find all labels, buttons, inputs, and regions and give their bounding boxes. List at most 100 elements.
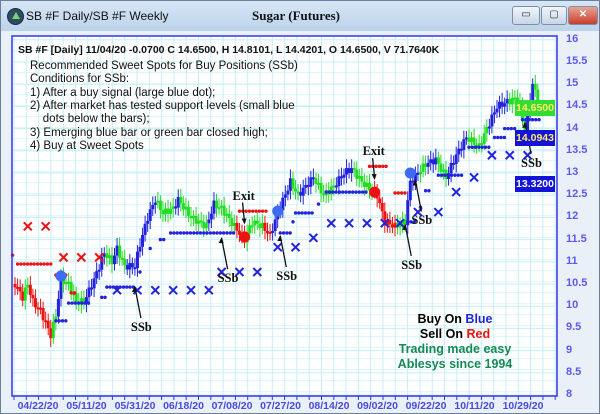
price-bar-body [215,200,218,209]
annotation-arrow [279,235,287,268]
legend-buy-text: Buy On [417,312,466,326]
price-bar-body [232,223,236,226]
legend-sell-text: Sell On [419,327,467,341]
price-bar-body [110,255,114,265]
price-bar-body [498,101,502,109]
minimize-button[interactable]: ▭ [512,6,540,25]
legend-buy: Buy On Blue [417,312,492,326]
price-bar-body [209,213,213,220]
buy-signal-dot [404,167,416,179]
resistance-dot [22,262,26,266]
tagline-trading: Trading made easy [398,342,512,356]
price-bar-body [192,215,196,219]
price-bar-body [268,231,272,234]
sell-x-marker [40,221,51,231]
price-bar-body [329,186,333,195]
support-dot [423,189,428,193]
price-bar-body [459,148,463,151]
buy-x-marker [252,267,263,277]
price-bar-body [508,99,512,105]
close-button[interactable]: ✕ [568,6,598,25]
price-bar-body [90,287,94,290]
ssb-label: SSb [521,155,542,170]
resistance-dot [381,164,385,169]
price-bar-body [143,223,147,235]
price-bar-body [408,180,412,201]
support-dot [357,190,361,194]
support-dot [449,173,454,177]
price-bar-body [189,215,193,219]
price-bar-body [158,200,162,211]
support-dot [509,126,513,131]
price-bar-body [237,230,241,235]
resistance-dot [244,209,248,213]
price-bar-body [439,163,443,172]
price-bar-body [176,197,180,208]
price-bar-body [337,176,341,187]
price-bar-body [454,154,458,164]
price-bar-body [294,188,298,192]
support-dot [105,285,109,289]
support-dot [175,231,179,235]
arrow-head-icon [241,218,247,225]
price-bar-body [64,281,68,285]
support-dot [307,211,311,215]
support-dot [64,319,68,323]
support-dot [211,231,216,235]
title-bar[interactable]: SB #F Daily/SB #F Weekly Sugar (Futures)… [1,1,599,31]
support-dot [148,246,152,251]
support-dot [502,135,507,140]
support-dot [202,231,206,235]
price-bar-body [21,291,25,301]
buy-x-marker [290,242,301,252]
price-bar-body [434,157,438,165]
buy-x-marker [186,285,196,295]
price-bar-body [288,178,292,191]
support-dot [108,285,112,289]
support-dot [188,231,193,235]
support-dot [331,190,335,194]
y-tick-label: 16 [566,32,579,45]
resistance-dot [45,262,50,266]
maximize-button[interactable]: ▢ [541,6,567,25]
price-bar-body [271,230,275,233]
resistance-dot [251,209,255,213]
resistance-dot [237,209,242,213]
price-bar-body [365,182,369,187]
price-bar-body [54,316,58,322]
price-bar-body [148,209,152,221]
support-dot [446,173,450,177]
support-dot [291,220,295,224]
price-bar-body [13,284,17,288]
support-dot [303,211,308,215]
y-tick-label: 10.5 [566,277,588,289]
support-dot [278,231,282,235]
support-dot [66,301,71,305]
price-bar-body [174,206,178,209]
price-bar-body [352,168,356,171]
price-bar-body [49,328,53,339]
x-tick-label: 05/31/20 [114,400,156,412]
price-bar-body [23,287,27,301]
support-dot [480,145,484,149]
x-tick-label: 08/14/20 [308,400,350,412]
support-dot [162,237,166,242]
support-dot [499,135,503,140]
legend-sell-color: Red [466,327,491,341]
exit-signal-dot [239,231,251,243]
price-bar-body [107,255,111,259]
price-bar-body [164,208,167,215]
buy-x-marker [469,172,479,183]
price-bar-body [227,213,231,219]
price-bar-body [82,298,86,304]
price-bar-body [533,83,537,90]
price-bar-body [398,224,402,228]
support-dot [316,202,321,206]
price-bar-body [429,159,433,163]
price-bar-body [424,163,428,167]
buy-x-marker [216,267,227,277]
support-dot [506,126,510,131]
annotation-arrow [134,286,142,319]
price-bar-body [95,271,99,279]
